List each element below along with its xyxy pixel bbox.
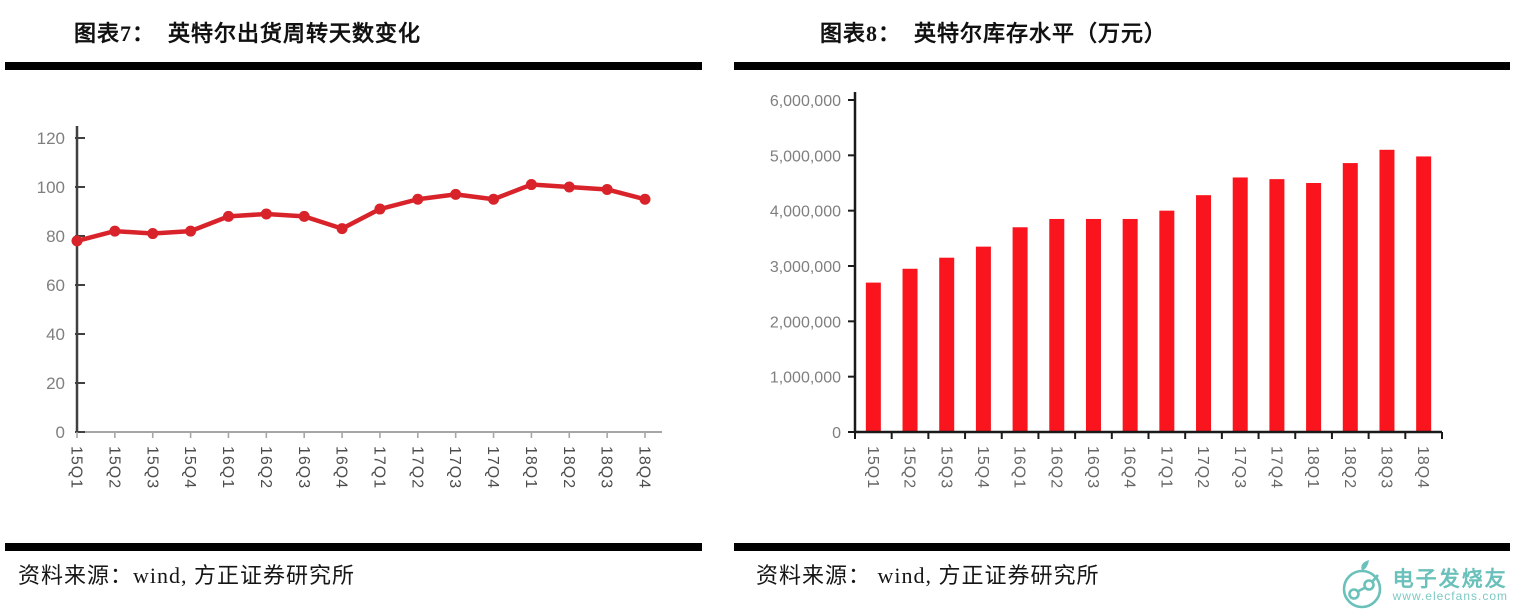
svg-text:17Q2: 17Q2 (408, 446, 425, 489)
svg-text:16Q3: 16Q3 (1084, 446, 1101, 489)
svg-text:17Q4: 17Q4 (484, 446, 501, 489)
svg-text:120: 120 (37, 129, 65, 148)
svg-text:6,000,000: 6,000,000 (770, 93, 841, 110)
svg-text:15Q2: 15Q2 (901, 446, 918, 489)
line-chart-canvas: 0 20 40 60 80 100 120 15Q1 15Q2 15Q3 15Q4 16Q1 16Q2 1… (37, 126, 662, 489)
svg-text:16Q4: 16Q4 (1121, 446, 1138, 489)
svg-text:16Q1: 16Q1 (219, 446, 236, 489)
svg-text:16Q1: 16Q1 (1011, 446, 1028, 489)
elecfans-watermark: 电子发烧友 www.elecfans.com (1339, 558, 1508, 612)
svg-text:16Q2: 16Q2 (257, 446, 274, 489)
figure-8-bottom-rule (734, 543, 1510, 551)
svg-text:18Q1: 18Q1 (1304, 446, 1321, 489)
bar-chart-canvas: 0 1,000,000 2,000,000 3,000,000 4,000,000 5,0… (770, 92, 1443, 489)
svg-text:17Q4: 17Q4 (1267, 446, 1284, 489)
svg-text:5,000,000: 5,000,000 (770, 148, 841, 165)
svg-text:17Q3: 17Q3 (1231, 446, 1248, 489)
svg-text:16Q4: 16Q4 (333, 446, 350, 489)
svg-text:18Q1: 18Q1 (522, 446, 539, 489)
svg-text:17Q1: 17Q1 (1157, 446, 1174, 489)
svg-text:15Q3: 15Q3 (937, 446, 954, 489)
svg-text:0: 0 (56, 423, 65, 442)
figure-7: 图表7： 英特尔出货周转天数变化 0 20 40 60 80 100 120 15Q1 15Q2… (0, 0, 715, 616)
svg-text:60: 60 (46, 276, 65, 295)
svg-text:0: 0 (832, 425, 841, 442)
svg-text:1,000,000: 1,000,000 (770, 370, 841, 387)
figure-7-top-rule (5, 62, 702, 70)
svg-text:18Q2: 18Q2 (560, 446, 577, 489)
turnover-days-line-chart: 0 20 40 60 80 100 120 15Q1 15Q2 15Q3 15Q4 16Q1 16Q2 1… (0, 70, 715, 540)
svg-text:80: 80 (46, 227, 65, 246)
watermark-url-text: www.elecfans.com (1392, 588, 1508, 603)
svg-text:18Q3: 18Q3 (598, 446, 615, 489)
svg-text:2,000,000: 2,000,000 (770, 314, 841, 331)
figure-8-top-rule (734, 62, 1510, 70)
svg-text:18Q3: 18Q3 (1378, 446, 1395, 489)
svg-text:15Q1: 15Q1 (864, 446, 881, 489)
svg-text:100: 100 (37, 178, 65, 197)
svg-text:18Q4: 18Q4 (636, 446, 653, 489)
elecfans-logo-icon (1342, 560, 1381, 609)
svg-text:17Q1: 17Q1 (370, 446, 387, 489)
svg-text:40: 40 (46, 325, 65, 344)
figure-8-source: 资料来源： wind, 方正证券研究所 (756, 563, 1100, 588)
watermark-brand-text: 电子发烧友 (1392, 566, 1508, 591)
svg-text:20: 20 (46, 374, 65, 393)
svg-text:17Q3: 17Q3 (446, 446, 463, 489)
svg-text:15Q4: 15Q4 (974, 446, 991, 489)
figure-8: 图表8： 英特尔库存水平（万元） 0 1,000,000 2,000,000 3,00… (730, 0, 1514, 616)
svg-text:17Q2: 17Q2 (1194, 446, 1211, 489)
svg-text:3,000,000: 3,000,000 (770, 259, 841, 276)
svg-text:18Q4: 18Q4 (1414, 446, 1431, 489)
svg-text:16Q2: 16Q2 (1047, 446, 1064, 489)
svg-text:4,000,000: 4,000,000 (770, 204, 841, 221)
svg-text:15Q2: 15Q2 (105, 446, 122, 489)
svg-text:15Q1: 15Q1 (68, 446, 85, 489)
svg-text:15Q3: 15Q3 (143, 446, 160, 489)
inventory-level-bar-chart: 0 1,000,000 2,000,000 3,000,000 4,000,000 5,0… (730, 70, 1514, 540)
figure-8-title: 图表8： 英特尔库存水平（万元） (820, 21, 1168, 46)
figure-7-bottom-rule (5, 543, 702, 551)
figure-7-title: 图表7： 英特尔出货周转天数变化 (74, 21, 422, 46)
figure-7-source: 资料来源：wind, 方正证券研究所 (18, 563, 356, 588)
svg-text:16Q3: 16Q3 (295, 446, 312, 489)
svg-text:18Q2: 18Q2 (1341, 446, 1358, 489)
svg-text:15Q4: 15Q4 (181, 446, 198, 489)
